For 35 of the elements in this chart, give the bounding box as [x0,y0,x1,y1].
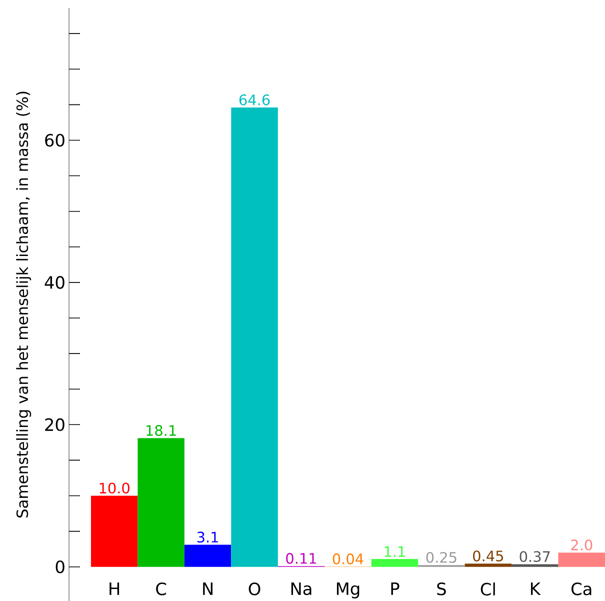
data-label: 3.1 [197,532,218,543]
x-tick-label: C [156,582,166,596]
x-tick-label: H [110,582,120,595]
data-label: 18.1 [146,425,176,436]
y-axis-title: Samenstelling van het menselijk lichaam, in massa (%) [16,92,32,518]
x-tick-label: P [391,582,400,595]
bar [464,564,512,567]
bar [138,438,184,567]
bar [558,552,605,567]
x-tick-label: K [531,582,541,595]
x-tick-label: O [248,582,260,596]
data-label: 0.25 [426,552,456,563]
x-tick-label: Cl [480,582,495,596]
data-label: 10.0 [100,482,130,494]
y-tick-label: 60 [45,134,64,147]
y-tick-label: 40 [44,276,64,289]
data-label: 0.11 [286,552,316,564]
bar [90,496,138,567]
y-tick-label: 0 [56,560,64,574]
data-label: 0.45 [473,550,504,562]
bar [512,564,558,567]
data-label: 0.37 [520,551,550,562]
x-tick-label: Na [291,582,312,596]
x-tick-label: Mg [336,582,360,598]
data-label: 1.1 [384,546,405,557]
bar [371,559,418,567]
x-tick-label: S [437,582,446,596]
data-label: 64.6 [239,94,270,106]
data-label: 2.0 [571,539,592,550]
y-tick-label: 20 [45,418,64,432]
bar [231,108,278,567]
data-label: 0.04 [332,553,364,564]
bar [184,544,232,567]
x-tick-label: Ca [571,582,592,596]
x-tick-label: N [203,582,212,595]
